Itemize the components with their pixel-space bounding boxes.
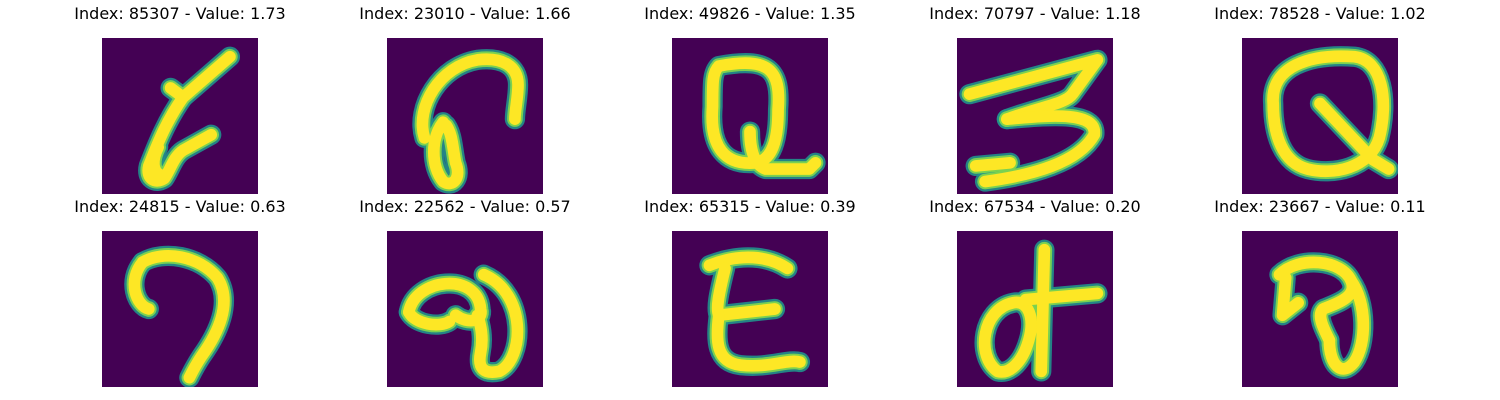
glyph-stroke [969,156,1016,172]
glyph-stroke [1035,243,1051,378]
panel-title: Index: 23010 - Value: 1.66 [359,4,571,23]
handwritten-glyph-3 [957,38,1113,194]
panel-title: Index: 67534 - Value: 0.20 [929,197,1141,216]
image-panel: Index: 70797 - Value: 1.18 [905,2,1165,194]
glyph-stroke [711,309,806,372]
glyph-stroke [1276,271,1305,322]
handwritten-glyph-E-rounded [672,231,828,387]
panel-title: Index: 70797 - Value: 1.18 [929,4,1141,23]
glyph-stroke [978,296,1037,378]
glyph-stroke [979,110,1101,188]
handwritten-glyph-Q [672,38,828,194]
handwritten-glyph-a-curl [387,231,543,387]
image-panel: Index: 85307 - Value: 1.73 [50,2,310,194]
glyph-stroke [1323,275,1370,375]
glyph-stroke [128,256,155,315]
panel-title: Index: 49826 - Value: 1.35 [644,4,856,23]
glyph-stroke [428,116,464,190]
image-panel: Index: 67534 - Value: 0.20 [905,195,1165,387]
handwritten-glyph-cross-loop [957,231,1113,387]
glyph-stroke [1019,287,1104,306]
glyph-stroke [471,268,524,378]
handwritten-glyph-c-hook [387,38,543,194]
panel-title: Index: 65315 - Value: 0.39 [644,197,856,216]
panel-title: Index: 22562 - Value: 0.57 [359,197,571,216]
handwritten-glyph-6-like [102,38,258,194]
image-panel: Index: 49826 - Value: 1.35 [620,2,880,194]
glyph-stroke [142,91,218,187]
image-panel: Index: 24815 - Value: 0.63 [50,195,310,387]
glyph-stroke [416,53,524,144]
panel-title: Index: 24815 - Value: 0.63 [74,197,286,216]
panel-title: Index: 85307 - Value: 1.73 [74,4,286,23]
glyph-stroke [148,141,168,182]
glyph-stroke [402,306,456,331]
glyph-stroke [1314,97,1395,175]
panel-title: Index: 78528 - Value: 1.02 [1214,4,1426,23]
image-panel: Index: 23667 - Value: 0.11 [1190,195,1450,387]
image-panel: Index: 65315 - Value: 0.39 [620,195,880,387]
glyph-stroke [744,125,822,175]
handwritten-glyph-Q-leaf [1242,38,1398,194]
glyph-stroke [703,251,794,275]
glyph-stroke [402,277,487,327]
image-panel: Index: 22562 - Value: 0.57 [335,195,595,387]
glyph-stroke [1267,50,1390,178]
panel-title: Index: 23667 - Value: 0.11 [1214,197,1426,216]
handwritten-glyph-7-hook [102,231,258,387]
glyph-stroke [136,250,230,384]
handwritten-glyph-a-loop [1242,231,1398,387]
image-panel: Index: 23010 - Value: 1.66 [335,2,595,194]
image-panel: Index: 78528 - Value: 1.02 [1190,2,1450,194]
glyph-stroke [1273,256,1359,347]
